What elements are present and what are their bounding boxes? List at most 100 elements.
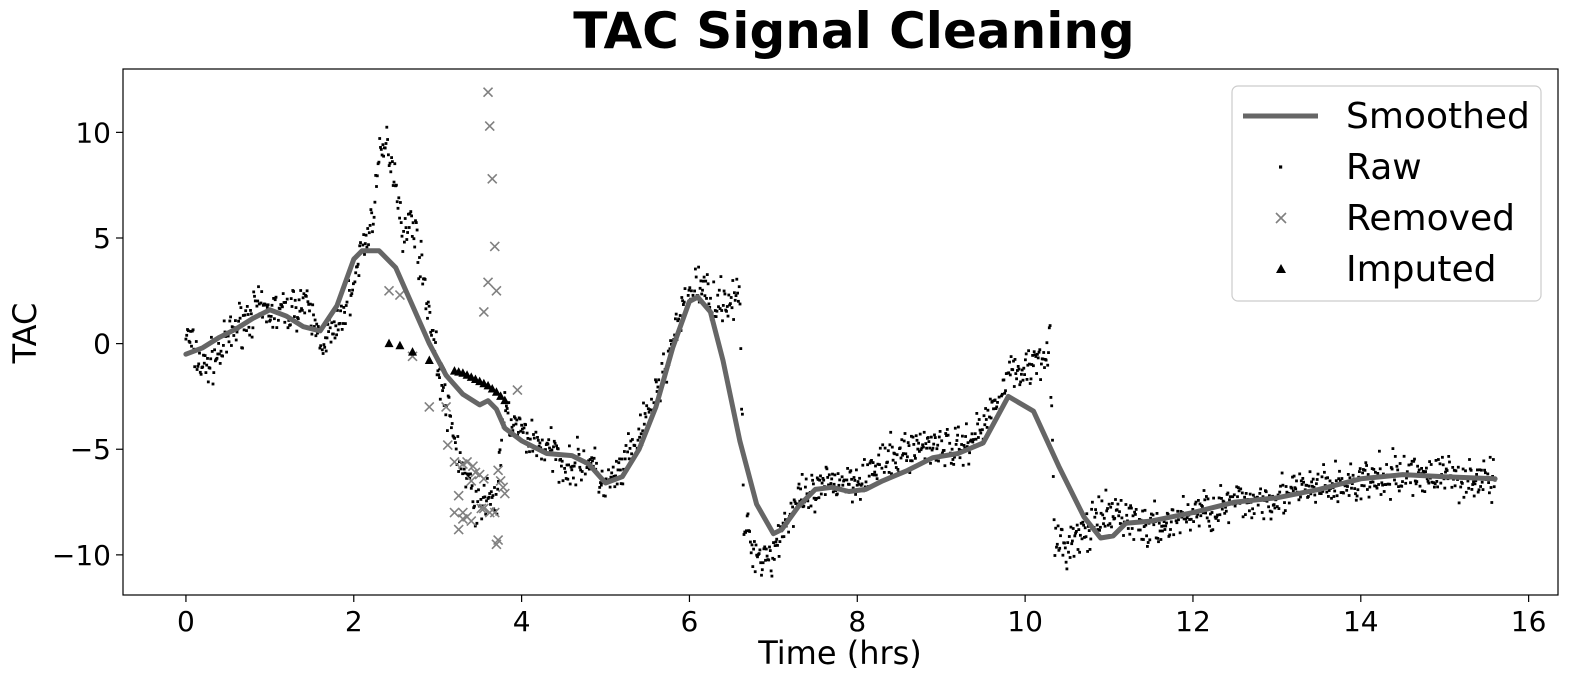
raw-point [1008, 373, 1012, 377]
raw-point [1078, 550, 1081, 554]
raw-point [607, 468, 610, 472]
raw-point [253, 294, 256, 298]
raw-point [900, 438, 904, 442]
raw-point [548, 449, 552, 453]
raw-point [859, 498, 862, 501]
raw-point [318, 346, 322, 350]
raw-point [1395, 464, 1399, 468]
raw-point [950, 447, 954, 451]
raw-point [1290, 486, 1294, 490]
raw-point [1094, 508, 1097, 511]
raw-point [1464, 490, 1468, 494]
raw-point [297, 298, 301, 302]
raw-point [1264, 490, 1268, 494]
raw-point [1409, 462, 1413, 466]
raw-point [701, 279, 705, 283]
raw-point [1106, 507, 1109, 510]
raw-point [1322, 463, 1325, 466]
raw-point [206, 380, 210, 384]
raw-point [1334, 459, 1337, 463]
raw-point [1302, 480, 1305, 484]
raw-point [1140, 537, 1144, 541]
raw-point [1477, 488, 1481, 492]
raw-point [1448, 460, 1451, 464]
raw-point [941, 451, 944, 455]
raw-point [579, 468, 582, 472]
raw-point [833, 473, 837, 477]
raw-point [1336, 500, 1340, 504]
raw-point [902, 452, 905, 455]
raw-point [1020, 372, 1023, 376]
raw-point [463, 471, 467, 475]
raw-point [723, 292, 727, 296]
raw-point [257, 302, 261, 306]
raw-point [1125, 513, 1129, 517]
raw-point [443, 383, 447, 387]
raw-point [1333, 489, 1337, 493]
raw-point [1489, 486, 1493, 489]
raw-point [397, 196, 401, 200]
raw-point [186, 329, 190, 333]
raw-point [269, 315, 273, 318]
raw-point [810, 473, 814, 477]
raw-point [989, 416, 993, 420]
raw-point [1468, 458, 1471, 461]
raw-point [883, 446, 887, 450]
raw-point [1020, 368, 1024, 372]
raw-point [1228, 495, 1232, 499]
raw-point [1014, 372, 1018, 375]
raw-point [1060, 528, 1064, 532]
raw-point [1108, 522, 1112, 525]
raw-point [312, 325, 316, 328]
raw-point [1283, 501, 1286, 504]
raw-point [372, 215, 376, 219]
raw-point [1435, 480, 1439, 483]
raw-point [230, 325, 234, 329]
raw-point [802, 504, 806, 508]
raw-point [969, 438, 973, 442]
raw-point [991, 399, 995, 403]
raw-point [1305, 484, 1309, 487]
raw-point [749, 551, 753, 555]
raw-point [211, 382, 215, 386]
raw-point [955, 439, 959, 442]
raw-point [507, 401, 511, 404]
x-tick-label: 10 [1007, 605, 1043, 638]
raw-point [953, 455, 956, 459]
raw-point [733, 291, 736, 295]
raw-point [1453, 484, 1457, 488]
raw-point [906, 441, 910, 444]
raw-point [371, 230, 374, 234]
raw-point [519, 429, 523, 433]
raw-point [1018, 383, 1022, 387]
raw-point [1061, 553, 1065, 557]
raw-point [504, 409, 507, 413]
raw-point [426, 316, 429, 320]
legend-label: Smoothed [1346, 96, 1530, 137]
raw-point [1316, 472, 1320, 476]
raw-point [1315, 482, 1318, 486]
raw-point [384, 142, 388, 145]
raw-point [418, 275, 422, 279]
raw-point [1151, 513, 1155, 517]
raw-point [576, 435, 579, 439]
raw-point [234, 338, 238, 342]
raw-point [1159, 538, 1163, 541]
raw-point [619, 468, 622, 472]
raw-point [870, 473, 874, 476]
raw-point [367, 231, 371, 235]
raw-point [1390, 467, 1394, 471]
raw-point [1441, 455, 1444, 459]
raw-point [1178, 531, 1182, 535]
raw-point [198, 370, 202, 374]
raw-point [1022, 366, 1026, 370]
raw-point [213, 348, 216, 352]
raw-point [902, 439, 906, 443]
raw-point [426, 300, 430, 304]
imputed-point [496, 391, 506, 400]
raw-point [303, 311, 307, 315]
raw-point [530, 418, 534, 422]
raw-point [930, 448, 934, 452]
raw-point [1450, 485, 1454, 489]
raw-point [886, 460, 889, 464]
